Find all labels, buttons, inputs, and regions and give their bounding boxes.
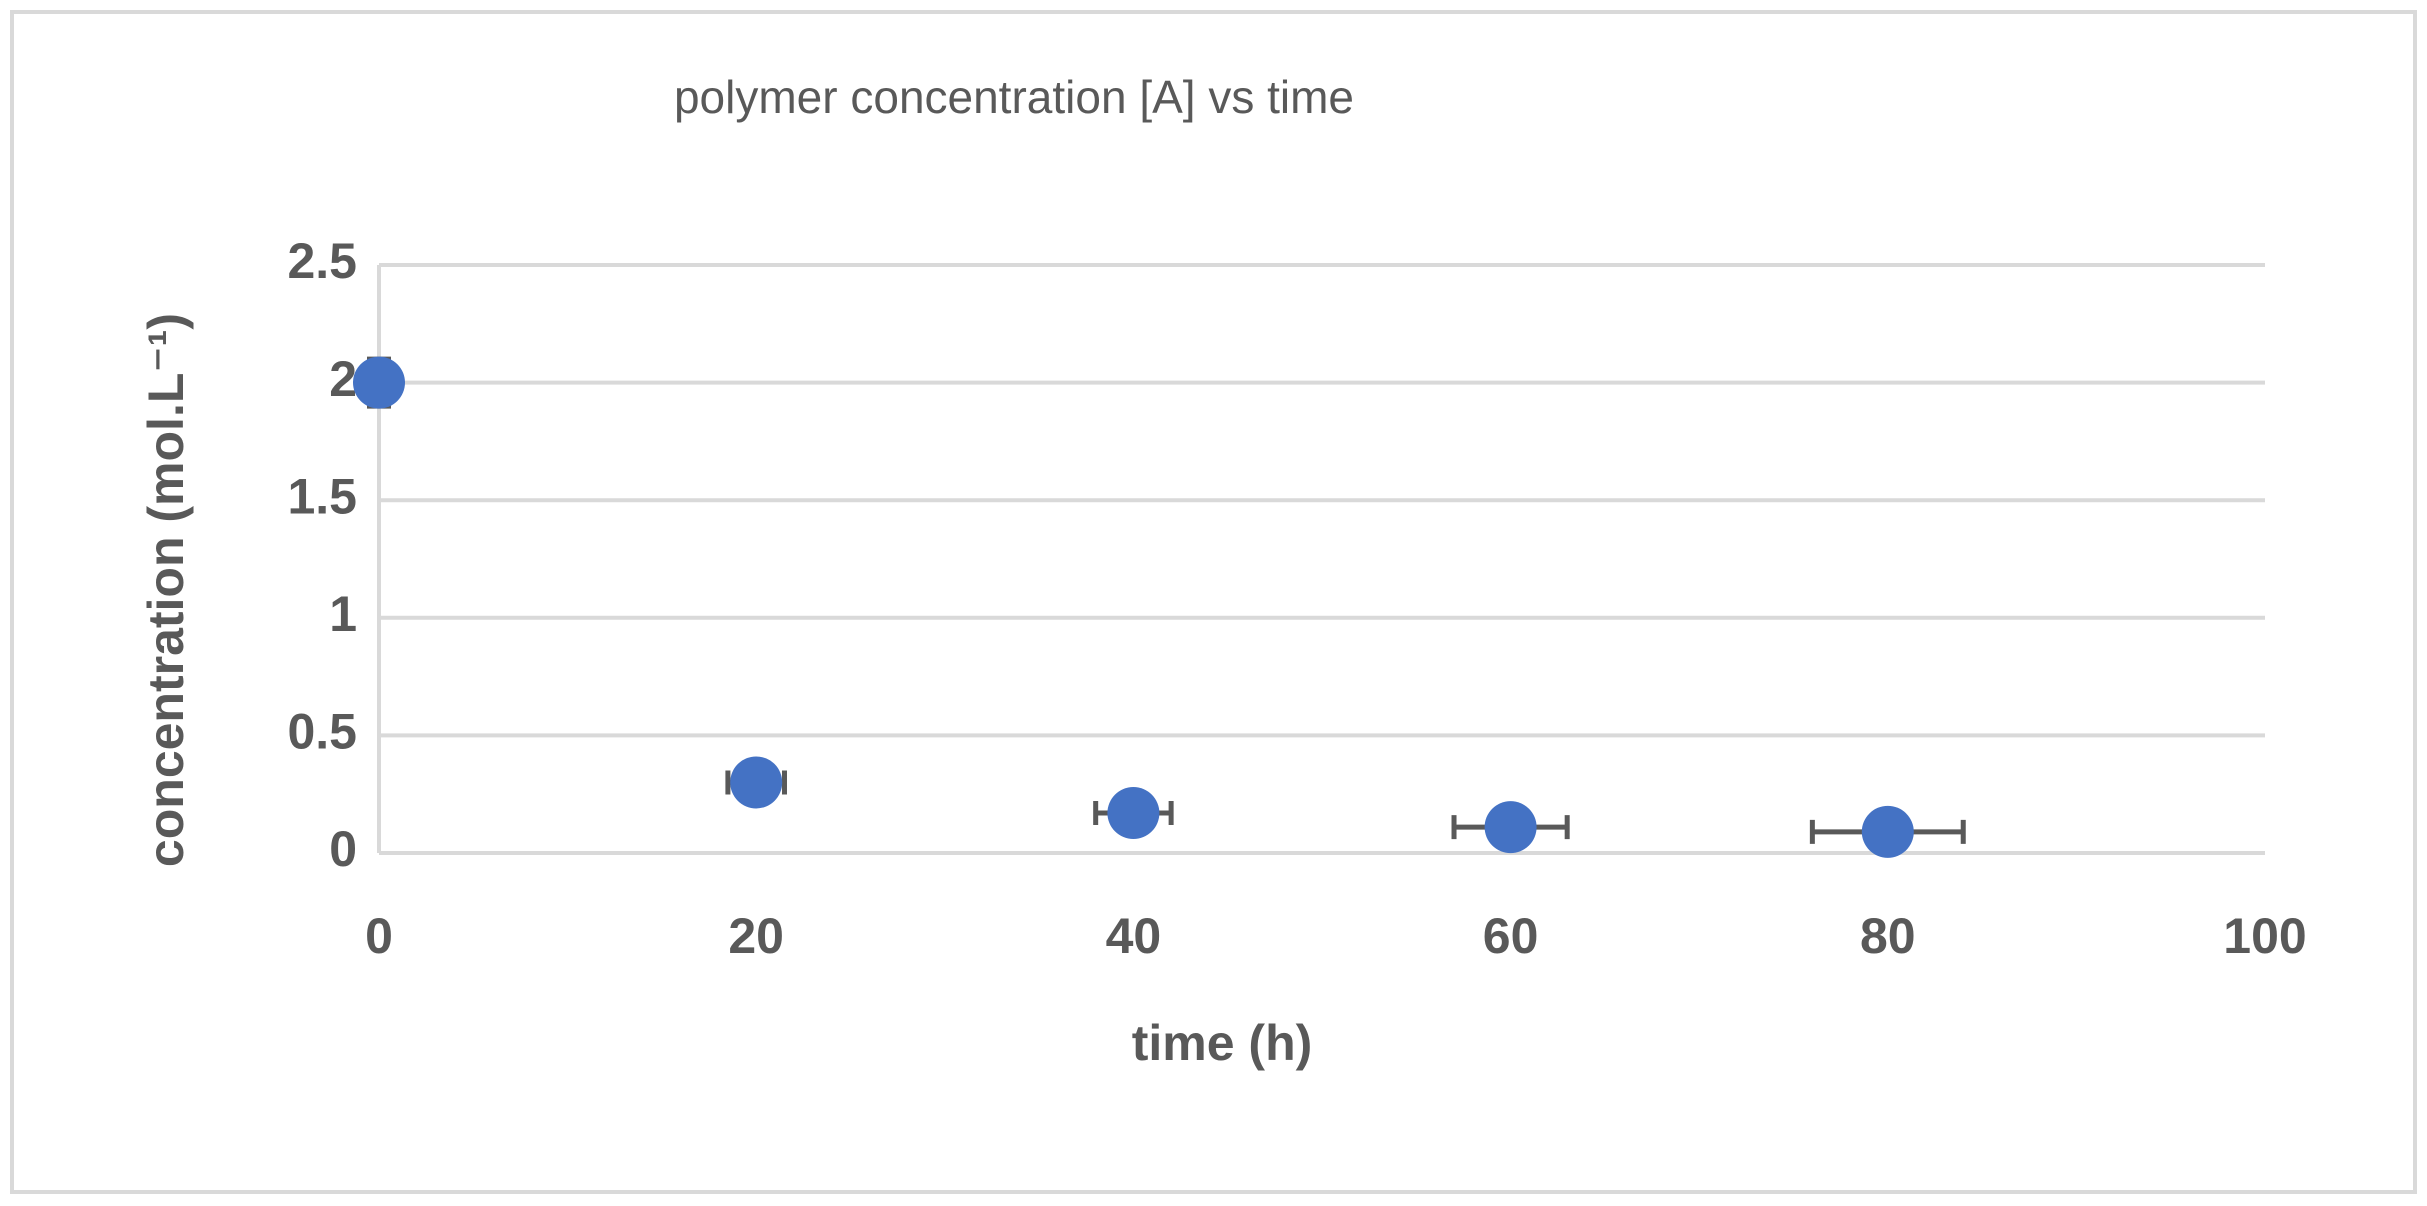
y-tick-label: 2.5 (287, 233, 357, 289)
x-tick-label: 60 (1483, 908, 1539, 964)
x-tick-label: 80 (1860, 908, 1916, 964)
data-point (730, 756, 783, 809)
x-tick-label: 20 (728, 908, 784, 964)
data-point (1484, 801, 1537, 854)
x-axis-label: time (h) (1132, 1015, 1313, 1071)
x-tick-label: 100 (2223, 908, 2306, 964)
y-tick-label: 1 (329, 586, 357, 642)
y-tick-label: 0.5 (287, 704, 357, 760)
data-point (1107, 787, 1160, 840)
chart-frame (10, 10, 2417, 1194)
y-tick-label: 1.5 (287, 468, 357, 524)
data-point (353, 356, 405, 409)
y-axis-label: concentration (mol.L⁻¹) (138, 313, 194, 867)
y-tick-label: 0 (329, 821, 357, 877)
chart-title: polymer concentration [A] vs time (674, 71, 1354, 123)
x-tick-label: 0 (365, 908, 393, 964)
x-tick-label: 40 (1106, 908, 1162, 964)
data-point (1861, 805, 1914, 858)
y-tick-label: 2 (329, 351, 357, 407)
